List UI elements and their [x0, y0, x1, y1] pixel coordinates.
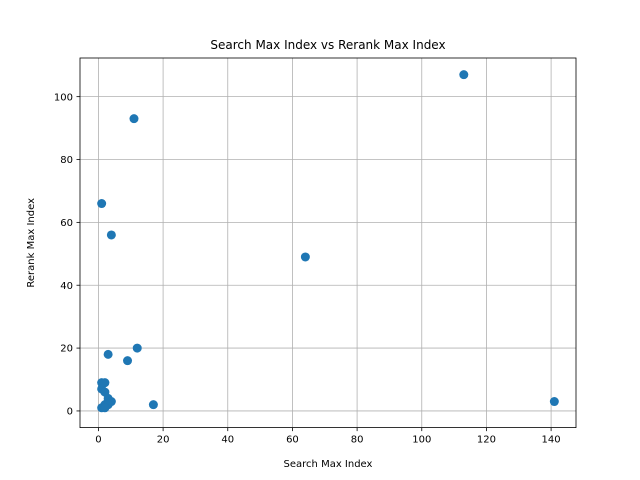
scatter-point [549, 397, 559, 407]
x-tick-label: 0 [95, 435, 101, 446]
scatter-point [100, 403, 110, 413]
scatter-point [459, 70, 469, 80]
x-tick-label: 80 [351, 435, 364, 446]
x-tick-label: 140 [542, 435, 561, 446]
scatter-point [106, 230, 116, 240]
scatter-points [97, 70, 559, 413]
x-tick-label: 100 [412, 435, 431, 446]
y-tick-label: 0 [67, 407, 73, 418]
scatter-point [148, 400, 158, 410]
scatter-point [129, 114, 139, 124]
x-axis-ticks: 0 20 40 60 80 100 120 140 [95, 427, 561, 446]
x-tick-label: 20 [157, 435, 170, 446]
x-axis-label: Search Max Index [284, 459, 373, 470]
x-tick-label: 120 [477, 435, 496, 446]
y-axis-ticks: 0 20 40 60 80 100 [54, 92, 80, 418]
y-tick-label: 40 [60, 281, 73, 292]
y-tick-label: 100 [54, 92, 73, 103]
scatter-point [123, 356, 133, 366]
scatter-point [132, 343, 142, 353]
scatter-point [97, 199, 107, 209]
x-tick-label: 60 [286, 435, 299, 446]
grid [80, 58, 576, 428]
y-tick-label: 20 [60, 344, 73, 355]
y-tick-label: 80 [60, 155, 73, 166]
scatter-point [300, 252, 310, 262]
plot-area-frame [79, 57, 577, 429]
y-tick-label: 60 [60, 218, 73, 229]
scatter-point [103, 349, 113, 359]
chart-title: Search Max Index vs Rerank Max Index [210, 38, 445, 52]
x-tick-label: 40 [221, 435, 234, 446]
y-axis-label: Rerank Max Index [26, 198, 37, 288]
